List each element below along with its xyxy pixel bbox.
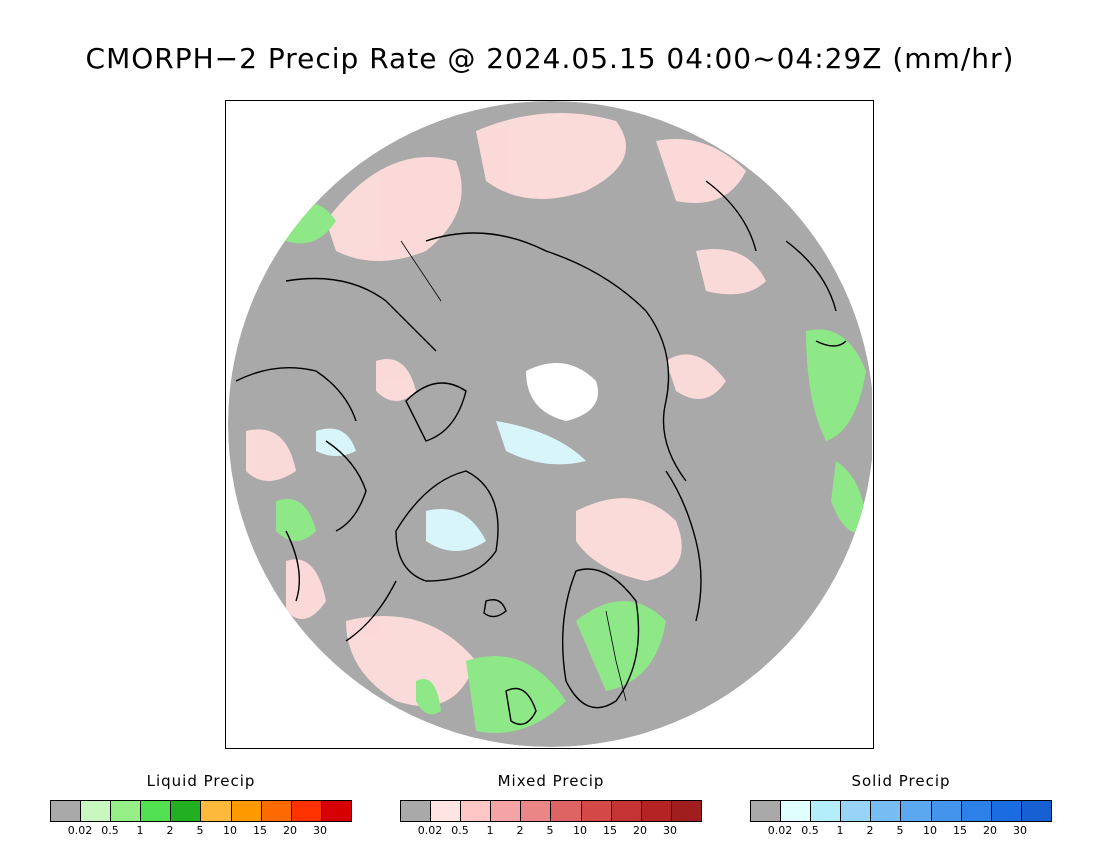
legend-tick-label: 2 <box>516 824 524 837</box>
legend-swatch-2 <box>461 801 492 821</box>
legend-swatch-1 <box>431 801 462 821</box>
legend-swatch-9 <box>671 801 701 821</box>
legend-tick-label: 15 <box>603 824 617 837</box>
legend-swatch-0 <box>751 801 782 821</box>
legend-swatches <box>750 800 1052 822</box>
legend-swatch-1 <box>81 801 112 821</box>
legend-tick-label: 10 <box>573 824 587 837</box>
legend-swatch-3 <box>141 801 172 821</box>
legend-title: Mixed Precip <box>497 772 605 790</box>
legend-swatch-4 <box>521 801 552 821</box>
legend-mixed: Mixed Precip 0.02 0.5 1 2 5 10 15 20 30 <box>400 772 702 838</box>
legend-tick-label: 20 <box>283 824 297 837</box>
legend-tick-label: 5 <box>546 824 554 837</box>
legend-title: Solid Precip <box>851 772 951 790</box>
legend-tick-label: 0.02 <box>767 824 793 837</box>
legend-swatch-4 <box>871 801 902 821</box>
legend-tick-label: 1 <box>136 824 144 837</box>
legend-swatch-8 <box>641 801 672 821</box>
legend-swatch-1 <box>781 801 812 821</box>
legend-swatch-2 <box>111 801 142 821</box>
chart-title: CMORPH−2 Precip Rate @ 2024.05.15 04:00~… <box>85 42 1015 75</box>
legend-swatch-6 <box>581 801 612 821</box>
legend-swatch-3 <box>841 801 872 821</box>
legend-ticks: 0.02 0.5 1 2 5 10 15 20 30 <box>50 824 352 838</box>
legend-tick-label: 15 <box>253 824 267 837</box>
legend-tick-label: 30 <box>1013 824 1027 837</box>
legend-swatch-8 <box>991 801 1022 821</box>
legend-swatch-0 <box>51 801 82 821</box>
legend-swatch-5 <box>901 801 932 821</box>
legend-tick-label: 1 <box>486 824 494 837</box>
legend-swatch-2 <box>811 801 842 821</box>
solid-precip-areas <box>316 363 598 551</box>
legend-tick-label: 15 <box>953 824 967 837</box>
legend-swatch-6 <box>931 801 962 821</box>
legend-tick-label: 2 <box>166 824 174 837</box>
legend-swatch-6 <box>231 801 262 821</box>
legend-tick-label: 10 <box>223 824 237 837</box>
legend-tick-label: 0.5 <box>101 824 119 837</box>
legend-ticks: 0.02 0.5 1 2 5 10 15 20 30 <box>400 824 702 838</box>
mixed-precip-areas <box>246 113 766 706</box>
legend-swatch-0 <box>401 801 432 821</box>
legend-swatch-9 <box>1021 801 1051 821</box>
polar-map <box>225 100 874 749</box>
legend-tick-label: 20 <box>983 824 997 837</box>
legend-title: Liquid Precip <box>146 772 256 790</box>
legend-swatch-7 <box>961 801 992 821</box>
legend-swatch-9 <box>321 801 351 821</box>
legend-swatch-8 <box>291 801 322 821</box>
legend-tick-label: 30 <box>313 824 327 837</box>
legend-tick-label: 2 <box>866 824 874 837</box>
legend-tick-label: 1 <box>836 824 844 837</box>
legend-swatch-7 <box>261 801 292 821</box>
legend-tick-label: 0.02 <box>417 824 443 837</box>
legend-swatch-3 <box>491 801 522 821</box>
legend-tick-label: 5 <box>896 824 904 837</box>
legend-liquid: Liquid Precip 0.02 0.5 1 2 5 10 15 20 30 <box>50 772 352 838</box>
legend-tick-label: 0.02 <box>67 824 93 837</box>
legend-tick-label: 30 <box>663 824 677 837</box>
legend-swatch-7 <box>611 801 642 821</box>
legend-swatch-5 <box>201 801 232 821</box>
legend-swatch-5 <box>551 801 582 821</box>
legend-swatches <box>50 800 352 822</box>
legend-ticks: 0.02 0.5 1 2 5 10 15 20 30 <box>750 824 1052 838</box>
legend-solid: Solid Precip 0.02 0.5 1 2 5 10 15 20 30 <box>750 772 1052 838</box>
legend-tick-label: 5 <box>196 824 204 837</box>
legend-swatch-4 <box>171 801 202 821</box>
legend-swatches <box>400 800 702 822</box>
legend-tick-label: 0.5 <box>801 824 819 837</box>
borders <box>400 240 627 702</box>
legend-tick-label: 10 <box>923 824 937 837</box>
legend-tick-label: 20 <box>633 824 647 837</box>
legend-tick-label: 0.5 <box>451 824 469 837</box>
coastlines <box>235 180 847 725</box>
